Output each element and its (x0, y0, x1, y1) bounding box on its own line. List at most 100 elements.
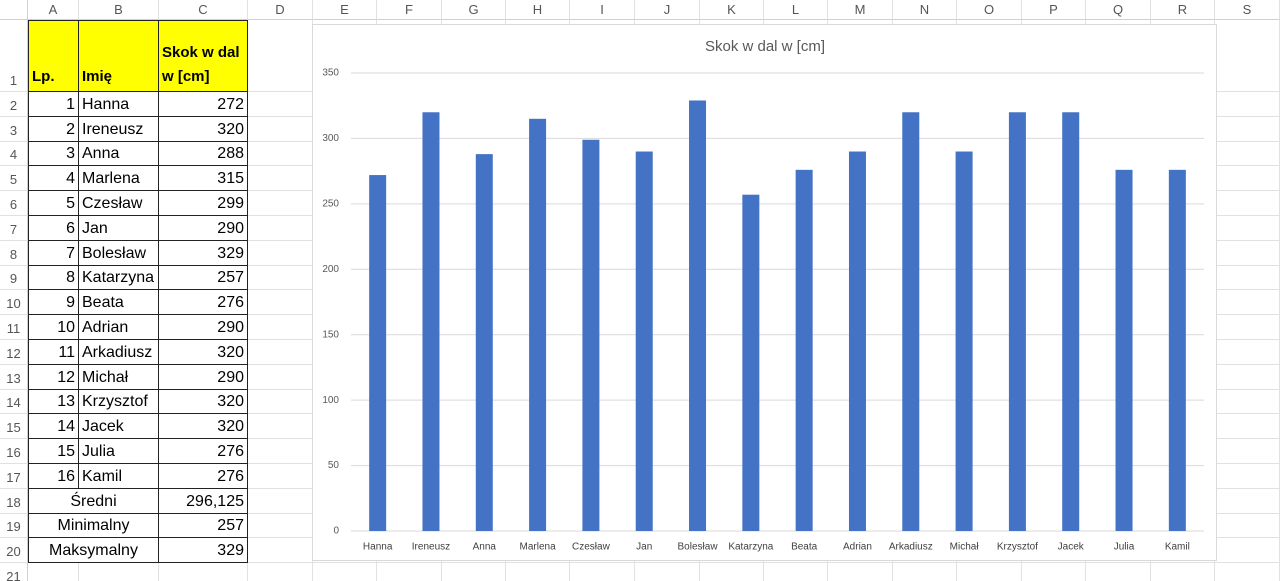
cell[interactable]: Anna (79, 141, 159, 167)
row-header[interactable]: 5 (0, 166, 28, 192)
column-header[interactable]: F (377, 0, 442, 20)
cell[interactable]: Średni (28, 488, 159, 514)
cell[interactable]: Minimalny (28, 513, 159, 539)
cell[interactable] (764, 563, 828, 581)
row-header[interactable]: 14 (0, 389, 28, 415)
row-header[interactable]: 6 (0, 191, 28, 216)
cell[interactable] (248, 191, 313, 216)
cell[interactable]: Lp. (28, 20, 79, 92)
column-header[interactable]: A (28, 0, 79, 20)
column-header[interactable]: H (506, 0, 570, 20)
cell[interactable] (79, 563, 159, 581)
cell[interactable] (248, 216, 313, 241)
cell[interactable]: 257 (159, 265, 248, 291)
cell[interactable]: 8 (28, 265, 79, 291)
cell[interactable] (1215, 290, 1280, 316)
column-header[interactable]: E (313, 0, 377, 20)
cell[interactable]: 13 (28, 389, 79, 415)
row-header[interactable]: 4 (0, 141, 28, 167)
cell[interactable] (1215, 513, 1280, 539)
cell[interactable]: 12 (28, 364, 79, 390)
cell[interactable]: 272 (159, 92, 248, 117)
row-header[interactable]: 3 (0, 116, 28, 142)
cell[interactable] (248, 315, 313, 340)
cell[interactable] (248, 20, 313, 92)
cell[interactable]: 290 (159, 315, 248, 340)
cell[interactable]: Ireneusz (79, 116, 159, 142)
cell[interactable]: Katarzyna (79, 265, 159, 291)
column-header[interactable]: G (442, 0, 506, 20)
cell[interactable] (1215, 340, 1280, 365)
cell[interactable]: 296,125 (159, 488, 248, 514)
cell[interactable] (1151, 563, 1215, 581)
cell[interactable]: 320 (159, 340, 248, 365)
cell[interactable]: 1 (28, 92, 79, 117)
cell[interactable] (570, 563, 635, 581)
cell[interactable] (1022, 563, 1086, 581)
cell[interactable]: 290 (159, 216, 248, 241)
column-header[interactable]: O (957, 0, 1022, 20)
cell[interactable] (1215, 315, 1280, 340)
cell[interactable] (1215, 92, 1280, 117)
cell[interactable] (248, 290, 313, 316)
cell[interactable] (700, 563, 764, 581)
row-header[interactable]: 8 (0, 240, 28, 266)
row-header[interactable]: 11 (0, 315, 28, 340)
cell[interactable]: Imię (79, 20, 159, 92)
cell[interactable] (1215, 488, 1280, 514)
cell[interactable]: 2 (28, 116, 79, 142)
cell[interactable] (1215, 464, 1280, 489)
cell[interactable]: Hanna (79, 92, 159, 117)
cell[interactable]: 10 (28, 315, 79, 340)
row-header[interactable]: 21 (0, 563, 28, 581)
row-header[interactable]: 16 (0, 439, 28, 464)
cell[interactable]: 3 (28, 141, 79, 167)
row-header[interactable]: 9 (0, 265, 28, 291)
row-header[interactable]: 12 (0, 340, 28, 365)
cell[interactable]: Krzysztof (79, 389, 159, 415)
cell[interactable]: 276 (159, 439, 248, 464)
cell[interactable]: 288 (159, 141, 248, 167)
cell[interactable]: 299 (159, 191, 248, 216)
cell[interactable]: 276 (159, 290, 248, 316)
cell[interactable] (248, 563, 313, 581)
column-header[interactable]: I (570, 0, 635, 20)
cell[interactable]: Jan (79, 216, 159, 241)
cell[interactable]: 329 (159, 240, 248, 266)
row-header[interactable]: 10 (0, 290, 28, 316)
cell[interactable] (248, 513, 313, 539)
column-header[interactable]: D (248, 0, 313, 20)
cell[interactable] (1215, 166, 1280, 192)
row-header[interactable]: 1 (0, 20, 28, 92)
column-header[interactable]: R (1151, 0, 1215, 20)
cell[interactable] (248, 340, 313, 365)
cell[interactable]: 4 (28, 166, 79, 192)
cell[interactable]: 315 (159, 166, 248, 192)
cell[interactable]: 5 (28, 191, 79, 216)
column-header[interactable]: K (700, 0, 764, 20)
cell[interactable]: 15 (28, 439, 79, 464)
column-header[interactable]: N (893, 0, 957, 20)
cell[interactable]: Michał (79, 364, 159, 390)
cell[interactable]: Beata (79, 290, 159, 316)
column-header[interactable]: C (159, 0, 248, 20)
cell[interactable]: Julia (79, 439, 159, 464)
cell[interactable] (1215, 563, 1280, 581)
cell[interactable]: Skok w dal w [cm] (159, 20, 248, 92)
column-header[interactable]: B (79, 0, 159, 20)
cell[interactable]: 9 (28, 290, 79, 316)
row-header[interactable]: 19 (0, 513, 28, 539)
cell[interactable]: 257 (159, 513, 248, 539)
cell[interactable]: 329 (159, 538, 248, 564)
cell[interactable] (248, 364, 313, 390)
cell[interactable]: 7 (28, 240, 79, 266)
cell[interactable] (1215, 439, 1280, 464)
cell[interactable] (1215, 191, 1280, 216)
cell[interactable]: 276 (159, 464, 248, 489)
column-header[interactable]: J (635, 0, 700, 20)
row-header[interactable]: 18 (0, 488, 28, 514)
cell[interactable] (1215, 20, 1280, 92)
cell[interactable] (248, 488, 313, 514)
cell[interactable] (442, 563, 506, 581)
cell[interactable] (248, 389, 313, 415)
